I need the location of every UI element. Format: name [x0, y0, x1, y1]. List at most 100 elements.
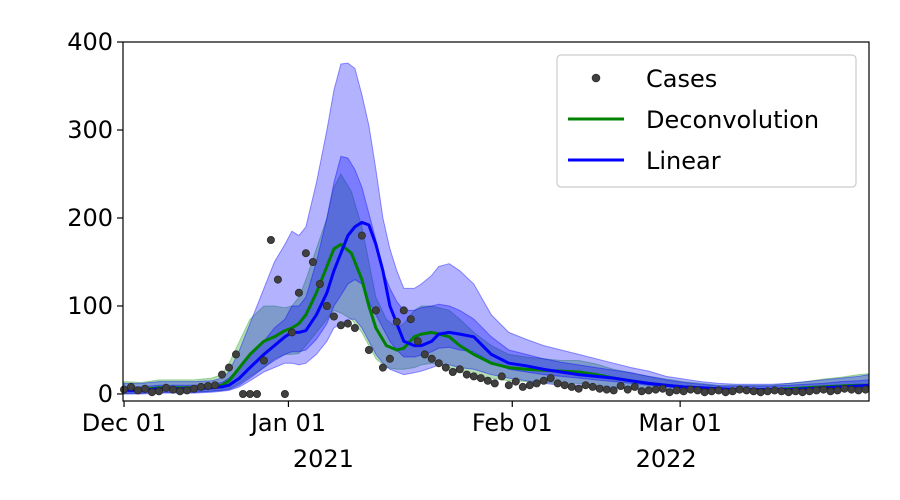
case-point	[728, 387, 737, 396]
case-point	[448, 367, 457, 376]
legend-label-deconvolution: Deconvolution	[646, 106, 819, 134]
case-point	[469, 372, 478, 381]
case-point	[847, 385, 856, 394]
plot-frame	[122, 41, 870, 402]
case-point	[273, 275, 282, 284]
case-point	[616, 381, 625, 390]
x-tick-label: Jan 01	[249, 409, 326, 437]
case-point	[658, 384, 667, 393]
case-point	[315, 279, 324, 288]
case-point	[679, 387, 688, 396]
case-point	[553, 379, 562, 388]
case-point	[630, 382, 639, 391]
case-point	[385, 354, 394, 363]
case-point	[392, 317, 401, 326]
case-point	[693, 386, 702, 395]
case-point	[399, 306, 408, 315]
case-point	[735, 385, 744, 394]
case-point	[623, 385, 632, 394]
x-year-label: 2022	[636, 445, 697, 473]
case-point	[833, 386, 842, 395]
case-point	[672, 386, 681, 395]
y-tick-label: 200	[67, 204, 113, 232]
case-point	[854, 386, 863, 395]
case-point	[210, 381, 219, 390]
y-tick-label: 300	[67, 116, 113, 144]
case-point	[602, 385, 611, 394]
case-point	[742, 386, 751, 395]
case-point	[791, 387, 800, 396]
axis-ticks: 0 100 200 300 400 Dec 01 Jan 01 Feb 01 Mar 01 202…	[67, 28, 722, 473]
x-tick-label: Mar 01	[638, 409, 721, 437]
case-point	[777, 387, 786, 396]
case-point	[861, 385, 870, 394]
case-point	[154, 387, 163, 396]
case-point	[826, 387, 835, 396]
case-point	[266, 235, 275, 244]
case-point	[140, 384, 149, 393]
y-tick-label: 100	[67, 292, 113, 320]
case-point	[203, 381, 212, 390]
case-point	[120, 385, 129, 394]
case-point	[441, 363, 450, 372]
case-point	[497, 372, 506, 381]
linear-line	[124, 220, 870, 392]
y-tick-label: 400	[67, 28, 113, 56]
case-point	[686, 385, 695, 394]
case-point	[840, 384, 849, 393]
case-point	[427, 354, 436, 363]
case-point	[532, 379, 541, 388]
case-point	[784, 388, 793, 397]
case-point	[217, 370, 226, 379]
case-point	[483, 376, 492, 385]
case-point	[770, 386, 779, 395]
case-point	[609, 386, 618, 395]
case-point	[714, 386, 723, 395]
case-point	[721, 388, 730, 397]
case-point	[343, 319, 352, 328]
case-point	[336, 321, 345, 330]
case-point	[168, 385, 177, 394]
case-point	[182, 386, 191, 395]
case-point	[637, 387, 646, 396]
case-point	[420, 350, 429, 359]
case-point	[644, 386, 653, 395]
case-point	[574, 384, 583, 393]
case-point	[707, 387, 716, 396]
case-point	[588, 382, 597, 391]
case-point	[287, 328, 296, 337]
case-point	[245, 389, 254, 398]
case-point	[511, 377, 520, 386]
case-point	[476, 374, 485, 383]
legend-marker-cases	[591, 73, 601, 83]
case-point	[518, 382, 527, 391]
case-point	[294, 288, 303, 297]
case-point	[504, 381, 513, 390]
x-year-label: 2021	[293, 445, 354, 473]
case-point	[196, 382, 205, 391]
case-point	[350, 323, 359, 332]
case-point	[434, 359, 443, 368]
case-point	[595, 384, 604, 393]
case-point	[301, 249, 310, 258]
case-points	[120, 231, 870, 398]
case-point	[127, 382, 136, 391]
case-point	[161, 383, 170, 392]
case-point	[308, 257, 317, 266]
case-point	[462, 370, 471, 379]
case-point	[812, 386, 821, 395]
case-point	[700, 388, 709, 397]
case-point	[238, 389, 247, 398]
case-point	[147, 388, 156, 397]
case-point	[280, 389, 289, 398]
case-point	[189, 384, 198, 393]
case-point	[175, 387, 184, 396]
case-point	[560, 381, 569, 390]
case-point	[413, 337, 422, 346]
case-point	[455, 365, 464, 374]
x-tick-label: Dec 01	[82, 409, 167, 437]
case-point	[539, 376, 548, 385]
case-point	[525, 381, 534, 390]
case-point	[259, 356, 268, 365]
